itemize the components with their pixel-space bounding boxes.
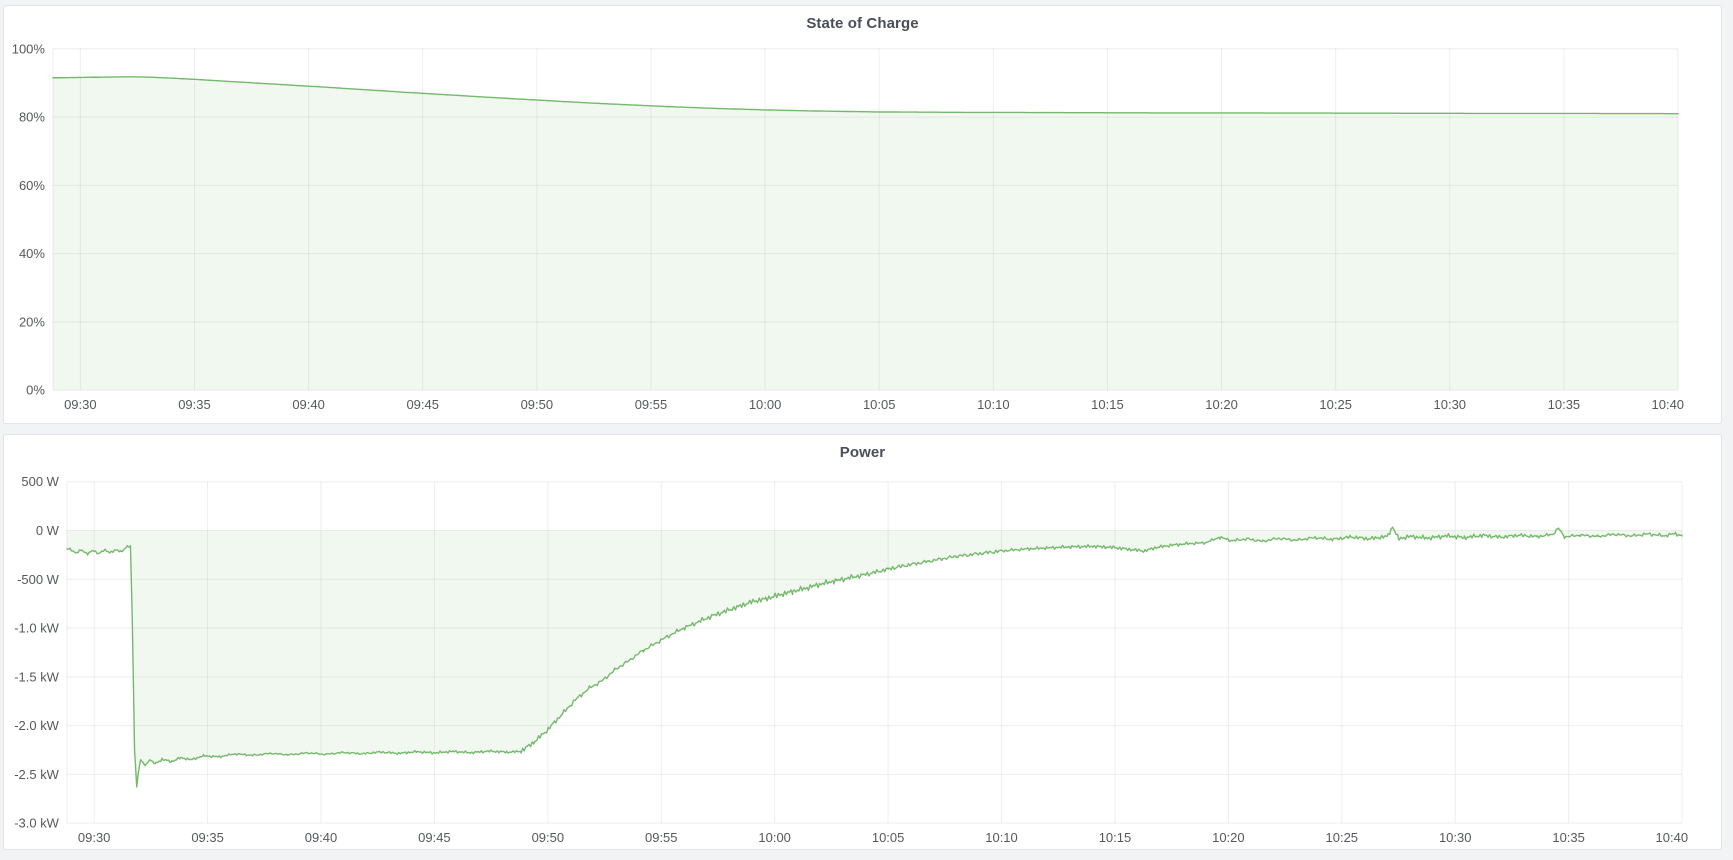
y-tick-label: 500 W bbox=[21, 474, 59, 489]
x-tick-label: 10:40 bbox=[1656, 830, 1688, 845]
panel-power: Power 500 W 0 W -500 W -1.0 kW -1.5 kW -2.0 k… bbox=[3, 434, 1722, 850]
y-tick-label: 0% bbox=[26, 383, 45, 398]
x-tick-label: 09:40 bbox=[305, 830, 337, 845]
x-tick-label: 10:30 bbox=[1439, 830, 1471, 845]
y-tick-label: 40% bbox=[19, 246, 45, 261]
y-tick-label: 60% bbox=[19, 178, 45, 193]
series-line bbox=[66, 526, 1683, 788]
y-tick-label: 20% bbox=[19, 314, 45, 329]
series-line bbox=[52, 76, 1679, 115]
x-tick-label: 09:50 bbox=[532, 830, 564, 845]
y-tick-label: 0 W bbox=[36, 523, 60, 538]
x-tick-label: 09:35 bbox=[191, 830, 223, 845]
y-tick-label: -3.0 kW bbox=[14, 816, 59, 831]
x-tick-label: 10:10 bbox=[977, 397, 1009, 412]
series-fill bbox=[66, 527, 1683, 787]
x-tick-label: 10:15 bbox=[1091, 397, 1123, 412]
panel-title-state-of-charge[interactable]: State of Charge bbox=[806, 15, 919, 32]
x-tick-label: 10:20 bbox=[1212, 830, 1244, 845]
soc-chart[interactable]: 100%80%60%40%20%0%09:30 09:35 09:40 09:45 09… bbox=[4, 6, 1721, 423]
x-tick-label: 10:25 bbox=[1319, 397, 1351, 412]
x-tick-label: 09:40 bbox=[292, 397, 324, 412]
x-tick-label: 10:05 bbox=[863, 397, 895, 412]
y-tick-label: -2.5 kW bbox=[14, 767, 59, 782]
x-tick-label: 10:35 bbox=[1548, 397, 1580, 412]
y-tick-label: -1.5 kW bbox=[14, 669, 59, 684]
y-axis-labels: 100% 80% 60% 40% 20% 0% bbox=[12, 41, 46, 397]
y-tick-label: -1.0 kW bbox=[14, 621, 59, 636]
x-tick-label: 10:20 bbox=[1205, 397, 1237, 412]
x-tick-label: 09:50 bbox=[521, 397, 553, 412]
x-tick-label: 10:30 bbox=[1434, 397, 1466, 412]
y-tick-label: 100% bbox=[12, 41, 46, 56]
panel-title-power[interactable]: Power bbox=[839, 444, 886, 461]
x-tick-label: 10:15 bbox=[1099, 830, 1131, 845]
x-tick-label: 09:45 bbox=[418, 830, 450, 845]
x-tick-label: 10:25 bbox=[1326, 830, 1358, 845]
y-tick-label: -2.0 kW bbox=[14, 718, 59, 733]
x-tick-label: 10:10 bbox=[985, 830, 1017, 845]
x-tick-label: 09:30 bbox=[78, 830, 110, 845]
x-axis-labels: 09:30 09:35 09:40 09:45 09:50 09:55 10:00 10:05… bbox=[78, 830, 1688, 845]
x-axis-labels: 09:30 09:35 09:40 09:45 09:50 09:55 10:00 10:05… bbox=[64, 397, 1684, 412]
x-tick-label: 09:30 bbox=[64, 397, 96, 412]
grid bbox=[66, 481, 1683, 824]
x-tick-label: 10:00 bbox=[758, 830, 790, 845]
x-tick-label: 09:55 bbox=[635, 397, 667, 412]
x-tick-label: 10:00 bbox=[749, 397, 781, 412]
x-tick-label: 10:40 bbox=[1652, 397, 1684, 412]
x-tick-label: 09:45 bbox=[406, 397, 438, 412]
x-tick-label: 09:55 bbox=[645, 830, 677, 845]
y-tick-label: -500 W bbox=[17, 572, 60, 587]
panel-state-of-charge: State of Charge 100% 80% 60% 40% 20% 0% 09:30 0… bbox=[3, 5, 1722, 424]
y-tick-label: 80% bbox=[19, 110, 45, 125]
y-axis-labels: 500 W 0 W -500 W -1.0 kW -1.5 kW -2.0 kW -2.5 … bbox=[14, 474, 59, 830]
x-tick-label: 09:35 bbox=[178, 397, 210, 412]
power-chart[interactable]: 500 W 0 W -500 W -1.0 kW -1.5 kW -2.0 kW -2.5 … bbox=[4, 435, 1721, 849]
x-tick-label: 10:05 bbox=[872, 830, 904, 845]
series-fill bbox=[52, 76, 1679, 391]
x-tick-label: 10:35 bbox=[1552, 830, 1584, 845]
